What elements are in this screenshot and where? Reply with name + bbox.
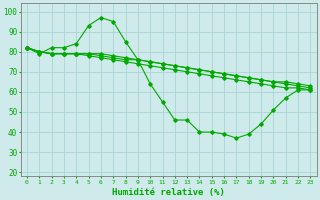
X-axis label: Humidité relative (%): Humidité relative (%) [112,188,225,197]
